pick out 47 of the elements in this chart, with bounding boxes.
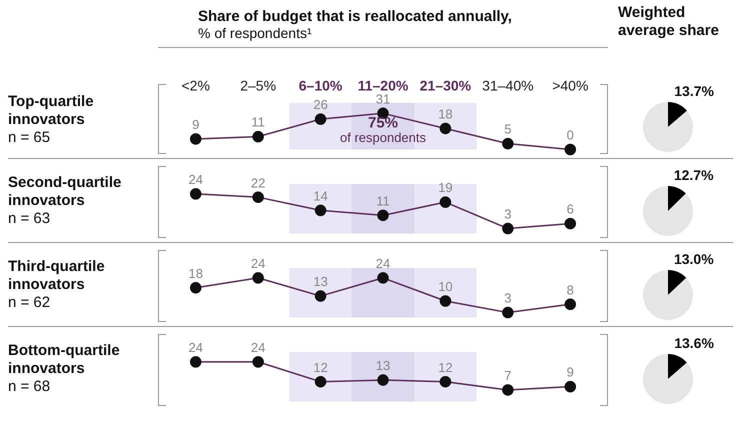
chart-title: Share of budget that is reallocated annually, — [197, 8, 513, 25]
data-label: 13.6% — [674, 334, 714, 351]
x-tick-label: 2–5% — [240, 77, 276, 94]
data-label: 0 — [566, 128, 574, 143]
data-label: 13 — [376, 358, 390, 374]
data-label: 7 — [504, 368, 512, 384]
data-label: 5 — [504, 122, 512, 137]
x-tick-label: 21–30% — [420, 77, 472, 94]
data-label: 24 — [188, 340, 203, 355]
data-label: 13.7% — [674, 82, 715, 99]
data-label: 19 — [438, 180, 453, 196]
x-tick-label: 11–20% — [358, 77, 409, 94]
data-label: 13 — [313, 274, 328, 290]
data-label: 24 — [250, 256, 266, 271]
chart-title: Weighted average share — [618, 4, 720, 40]
y-axis-title: Top-quartile innovators n = 65 — [8, 93, 95, 147]
data-label: 31 — [376, 91, 390, 106]
data-label: 24 — [188, 172, 203, 187]
data-label: 12 — [438, 360, 453, 375]
y-axis-title: Second-quartile innovators n = 63 — [8, 174, 122, 228]
data-label: 9 — [566, 364, 574, 380]
data-label: 3 — [504, 206, 512, 222]
chart-subtitle: % of respondents¹ — [158, 25, 608, 48]
annotation: 75% of respondents — [340, 114, 426, 146]
data-label: 11 — [251, 114, 265, 130]
data-label: 3 — [504, 290, 512, 306]
y-axis-title: Bottom-quartile innovators n = 68 — [8, 342, 121, 396]
data-label: 6 — [566, 202, 574, 217]
data-label: 18 — [438, 106, 453, 122]
data-label: 8 — [566, 282, 574, 298]
data-label: 10 — [438, 279, 453, 294]
data-label: 22 — [250, 175, 266, 190]
data-label: 9 — [192, 117, 200, 132]
data-label: 11 — [376, 193, 390, 208]
data-label: 12.7% — [674, 166, 714, 183]
data-label: 24 — [376, 256, 390, 271]
x-tick-label: 6–10% — [298, 77, 343, 94]
data-label: 18 — [188, 266, 203, 281]
x-tick-label: 31–40% — [482, 77, 534, 94]
data-label: 14 — [313, 188, 328, 204]
data-label: 26 — [313, 97, 328, 112]
data-label: 13.0% — [674, 250, 714, 267]
data-label: 24 — [250, 340, 266, 355]
y-axis-title: Third-quartile innovators n = 62 — [8, 258, 106, 312]
x-tick-label: >40% — [552, 77, 588, 94]
x-tick-label: <2% — [182, 77, 210, 94]
data-label: 12 — [313, 360, 328, 375]
